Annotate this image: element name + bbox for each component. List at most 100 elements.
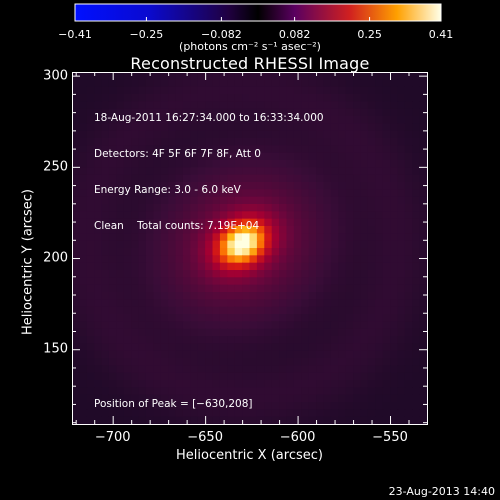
heatmap-cell (390, 372, 399, 381)
heatmap-cell (419, 226, 428, 234)
heatmap-cell (293, 343, 302, 352)
heatmap-cell (138, 211, 147, 220)
heatmap-cell (160, 328, 169, 337)
heatmap-cell (108, 314, 117, 322)
heatmap-cell (79, 284, 88, 293)
heatmap-cell (375, 292, 384, 300)
heatmap-cell (79, 336, 88, 344)
heatmap-cell (316, 116, 325, 124)
heatmap-cell (316, 160, 325, 168)
heatmap-cell (205, 167, 214, 176)
heatmap-cell (168, 226, 177, 234)
heatmap-cell (116, 130, 125, 139)
heatmap-cell (197, 358, 206, 366)
heatmap-cell (197, 292, 206, 300)
heatmap-cell (323, 336, 332, 344)
heatmap-cell (101, 416, 110, 425)
heatmap-cell (293, 152, 302, 161)
heatmap-cell (153, 314, 162, 322)
heatmap-cell (242, 321, 251, 330)
heatmap-cell (153, 262, 162, 271)
heatmap-cell (397, 336, 406, 344)
heatmap-cell (293, 123, 302, 132)
heatmap-cell (116, 211, 125, 220)
heatmap-cell (234, 306, 243, 315)
heatmap-cell (279, 116, 288, 124)
heatmap-cell (279, 262, 288, 271)
heatmap-cell (316, 108, 325, 117)
heatmap-cell (182, 182, 191, 190)
heatmap-cell (79, 416, 88, 425)
heatmap-cell (153, 204, 162, 212)
heatmap-cell (101, 123, 110, 132)
y-tick-label: 300 (43, 68, 68, 84)
heatmap-cell (382, 233, 391, 242)
heatmap-cell (131, 306, 140, 315)
heatmap-cell (286, 226, 295, 234)
heatmap-cell (86, 328, 95, 337)
heatmap-cell (316, 277, 325, 286)
heatmap-cell (279, 416, 288, 425)
info-energy-range: Energy Range: 3.0 - 6.0 keV (94, 184, 241, 196)
heatmap-cell (301, 343, 310, 352)
heatmap-cell (367, 94, 376, 102)
heatmap-cell (301, 372, 310, 381)
heatmap-cell (360, 160, 369, 168)
heatmap-cell (108, 86, 117, 95)
heatmap-cell (412, 365, 421, 374)
heatmap-cell (86, 79, 95, 88)
heatmap-cell (249, 416, 258, 425)
heatmap-cell (367, 387, 376, 396)
heatmap-cell (293, 358, 302, 366)
heatmap-cell (108, 211, 117, 220)
heatmap-cell (116, 416, 125, 425)
heatmap-cell (293, 189, 302, 198)
heatmap-cell (256, 248, 265, 256)
heatmap-cell (367, 306, 376, 315)
heatmap-cell (316, 409, 325, 418)
heatmap-cell (330, 336, 339, 344)
heatmap-cell (138, 233, 147, 242)
heatmap-cell (145, 299, 154, 308)
heatmap-cell (175, 72, 184, 80)
heatmap-cell (412, 394, 421, 403)
heatmap-cell (279, 145, 288, 154)
heatmap-cell (160, 372, 169, 381)
heatmap-cell (360, 358, 369, 366)
heatmap-cell (286, 402, 295, 410)
heatmap-cell (382, 328, 391, 337)
heatmap-cell (308, 196, 317, 205)
heatmap-cell (279, 350, 288, 359)
heatmap-cell (205, 174, 214, 183)
heatmap-cell (234, 270, 243, 278)
heatmap-cell (397, 248, 406, 256)
heatmap-cell (131, 358, 140, 366)
heatmap-cell (367, 270, 376, 278)
heatmap-cell (101, 79, 110, 88)
heatmap-cell (94, 306, 103, 315)
heatmap-cell (86, 248, 95, 256)
heatmap-cell (86, 394, 95, 403)
heatmap-cell (360, 350, 369, 359)
heatmap-cell (116, 123, 125, 132)
heatmap-cell (138, 387, 147, 396)
heatmap-cell (375, 350, 384, 359)
heatmap-cell (382, 394, 391, 403)
heatmap-cell (293, 130, 302, 139)
heatmap-cell (308, 72, 317, 80)
heatmap-cell (293, 402, 302, 410)
heatmap-cell (101, 409, 110, 418)
heatmap-cell (345, 204, 354, 212)
heatmap-cell (301, 182, 310, 190)
heatmap-cell (227, 218, 236, 227)
heatmap-cell (94, 314, 103, 322)
heatmap-cell (123, 226, 132, 234)
heatmap-cell (412, 116, 421, 124)
heatmap-cell (160, 218, 169, 227)
heatmap-cell (353, 226, 362, 234)
heatmap-cell (116, 372, 125, 381)
heatmap-cell (123, 306, 132, 315)
heatmap-cell (94, 321, 103, 330)
heatmap-cell (212, 182, 221, 190)
heatmap-cell (190, 394, 199, 403)
